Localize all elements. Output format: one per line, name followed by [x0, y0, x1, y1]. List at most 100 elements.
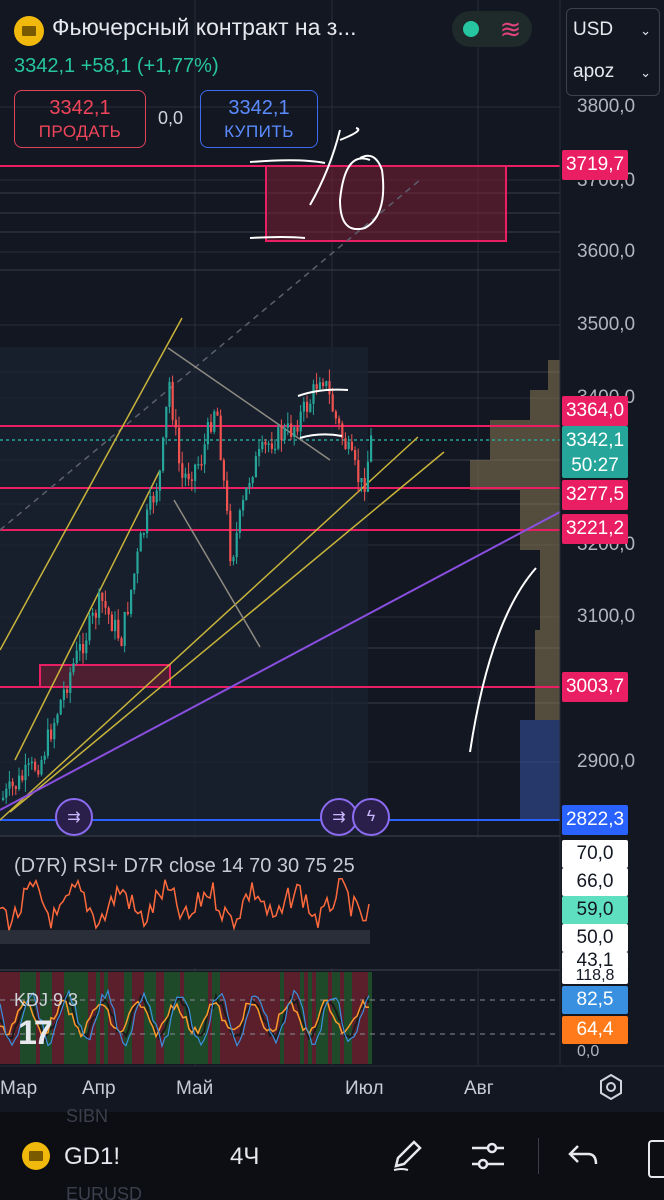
arrows-icon[interactable]: ⇉: [55, 798, 93, 836]
candle-body: [53, 722, 56, 740]
candle-body: [136, 551, 139, 574]
lightning-icon[interactable]: ϟ: [352, 798, 390, 836]
dashed-trendline: [0, 179, 421, 531]
unit-value[interactable]: apoz: [573, 61, 615, 82]
target-zone[interactable]: [265, 165, 507, 242]
candle-body: [286, 423, 289, 428]
candle-body: [264, 441, 267, 445]
kdj-bar: [120, 972, 124, 1064]
candle-body: [168, 381, 171, 407]
candle-body: [357, 460, 360, 483]
candle-body: [146, 509, 149, 534]
market-status-toggle[interactable]: ≋: [452, 11, 532, 47]
kdj-bar: [24, 972, 28, 1064]
kdj-bar: [140, 972, 144, 1064]
price-tag-level[interactable]: 2822,3: [562, 805, 628, 835]
rsi-band: [0, 930, 370, 944]
candle-body: [238, 510, 241, 533]
kdj-bar: [136, 972, 140, 1064]
price-axis-label: 3600,0: [577, 241, 636, 262]
kdj-bar: [324, 972, 328, 1064]
kdj-bar: [212, 972, 216, 1064]
candle-body: [11, 781, 14, 787]
chevron-down-icon[interactable]: ⌄: [640, 23, 651, 38]
candle-body: [30, 761, 33, 764]
candle-body: [331, 394, 334, 412]
more-panel-icon[interactable]: [648, 1140, 664, 1178]
kdj-bar: [60, 972, 64, 1064]
candle-body: [8, 781, 11, 789]
tradingview-logo-icon[interactable]: 17: [18, 1014, 53, 1052]
candle-body: [104, 600, 107, 608]
symbol-title[interactable]: Фьючерсный контракт на з...: [52, 14, 357, 40]
candle-body: [59, 700, 62, 715]
sell-button[interactable]: 3342,1 ПРОДАТЬ: [14, 90, 146, 148]
candle-body: [82, 643, 85, 654]
price-tag-level[interactable]: 3277,5: [562, 480, 628, 510]
buy-button[interactable]: 3342,1 КУПИТЬ: [200, 90, 318, 148]
kdj-d-value: 64,4: [562, 1016, 628, 1044]
candle-body: [280, 426, 283, 441]
candle-body: [94, 612, 97, 618]
candle-body: [91, 612, 94, 616]
kdj-bar: [240, 972, 244, 1064]
pen-icon[interactable]: [388, 1138, 424, 1174]
candle-body: [123, 611, 126, 646]
current-price-tag[interactable]: 3342,1: [562, 426, 628, 456]
time-axis-label: Апр: [82, 1078, 116, 1099]
kdj-bar: [4, 972, 8, 1064]
settings-icon[interactable]: [598, 1074, 624, 1100]
kdj-indicator-title[interactable]: KDJ 9 3: [14, 990, 79, 1010]
volume-profile-low: [520, 720, 560, 820]
candle-body: [318, 382, 321, 390]
candle-body: [117, 619, 120, 639]
handwritten-annotation: [249, 127, 537, 753]
kdj-bar: [28, 972, 32, 1064]
rsi-indicator-title[interactable]: (D7R) RSI+ D7R close 14 70 30 75 25: [14, 855, 355, 877]
time-axis-label: Мар: [0, 1078, 38, 1099]
kdj-bar: [248, 972, 252, 1064]
candle-body: [110, 614, 113, 632]
kdj-bar: [44, 972, 48, 1064]
candle-body: [290, 423, 293, 437]
candle-body: [120, 638, 123, 646]
price-tag-level[interactable]: 3221,2: [562, 514, 628, 544]
gold-logo-icon[interactable]: [22, 1142, 50, 1170]
kdj-bar: [320, 972, 324, 1064]
candle-body: [344, 438, 347, 449]
undo-icon[interactable]: [566, 1138, 602, 1174]
currency-value[interactable]: USD: [573, 19, 614, 40]
interval-button[interactable]: 4Ч: [230, 1143, 260, 1170]
price-tag-resistance[interactable]: 3719,7: [562, 150, 628, 180]
kdj-j-line: [0, 988, 370, 1049]
symbol-button[interactable]: GD1!: [64, 1143, 121, 1170]
sliders-icon[interactable]: [470, 1138, 506, 1174]
price-change: 3342,1 +58,1 (+1,77%): [14, 55, 219, 77]
kdj-bar: [168, 972, 172, 1064]
candle-body: [114, 619, 117, 632]
candle-body: [360, 478, 363, 483]
price-tag-level[interactable]: 3364,0: [562, 396, 628, 426]
kdj-bar: [344, 972, 348, 1064]
kdj-bar: [304, 972, 308, 1064]
candle-body: [107, 607, 110, 615]
kdj-bar: [268, 972, 272, 1064]
support-zone[interactable]: [39, 664, 171, 688]
candle-body: [56, 714, 59, 723]
candle-body: [21, 775, 24, 781]
arrows-icon[interactable]: ⇉: [320, 798, 358, 836]
chevron-down-icon[interactable]: ⌄: [640, 65, 651, 80]
candle-body: [130, 589, 133, 614]
currency-selector[interactable]: USD ⌄ apoz ⌄: [566, 8, 660, 96]
candle-body: [101, 592, 104, 601]
candle-body: [197, 464, 200, 466]
candle-body: [251, 477, 254, 483]
kdj-bar: [256, 972, 260, 1064]
gold-logo-icon[interactable]: [14, 16, 44, 46]
candle-body: [43, 755, 46, 760]
price-tag-level[interactable]: 3003,7: [562, 672, 628, 702]
candle-body: [334, 411, 337, 419]
pattern-lines: [167, 347, 331, 648]
rsi-value: 59,0: [562, 896, 628, 924]
